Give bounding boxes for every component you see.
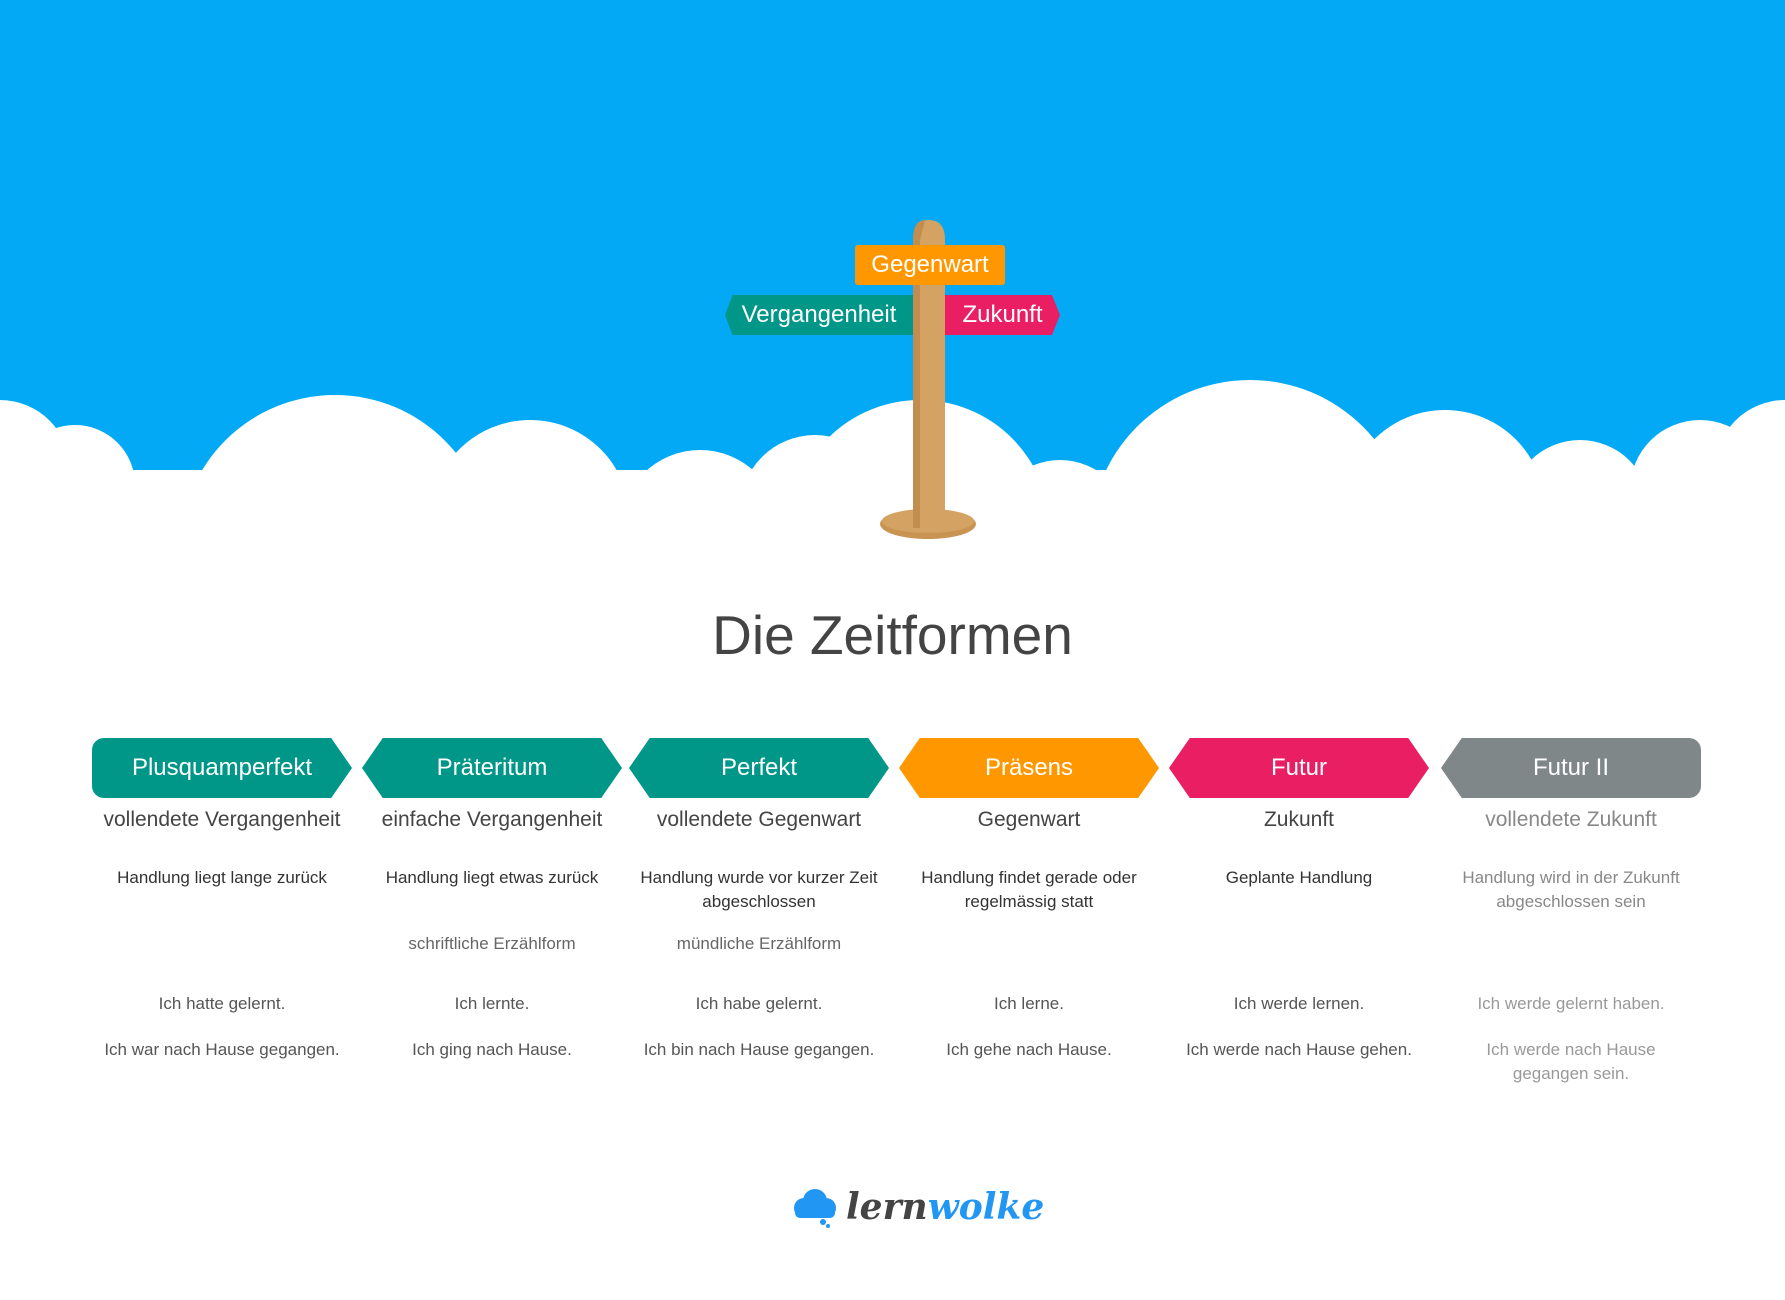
tense-subtitle: vollendete Vergangenheit xyxy=(103,808,341,831)
tense-tab-4: Präsens xyxy=(899,738,1159,798)
tense-example1: Ich werde gelernt haben. xyxy=(1477,994,1665,1013)
tense-description: Handlung findet gerade oder regelmässig … xyxy=(921,868,1137,911)
tense-description: Handlung liegt etwas zurück xyxy=(385,868,599,887)
tense-form: mündliche Erzählform xyxy=(676,934,842,953)
tense-description: Handlung wurde vor kurzer Zeit abgeschlo… xyxy=(640,868,878,911)
tense-tab-3: Perfekt xyxy=(629,738,889,798)
tense-example2: Ich gehe nach Hause. xyxy=(946,1040,1112,1059)
page-title: Die Zeitformen xyxy=(712,604,1073,666)
sky-with-clouds xyxy=(0,0,1785,560)
tense-example1: Ich habe gelernt. xyxy=(695,994,823,1013)
tense-subtitle: einfache Vergangenheit xyxy=(381,808,603,831)
sign-present: Gegenwart xyxy=(855,245,1005,285)
tense-form: schriftliche Erzählform xyxy=(408,934,576,953)
tense-example2: Ich bin nach Hause gegangen. xyxy=(643,1040,875,1059)
tense-subtitle: Gegenwart xyxy=(977,808,1081,831)
tense-description: Handlung wird in der Zukunft abgeschloss… xyxy=(1462,868,1680,911)
tense-subtitle: Zukunft xyxy=(1263,808,1335,831)
logo-part2: wolke xyxy=(927,1186,1045,1228)
lernwolke-logo: lernwolke xyxy=(790,1186,1044,1228)
tense-example2: Ich ging nach Hause. xyxy=(412,1040,572,1059)
signpost-icon xyxy=(880,220,976,539)
tense-description: Geplante Handlung xyxy=(1225,868,1373,887)
tense-example1: Ich lerne. xyxy=(994,994,1064,1013)
sign-past: Vergangenheit xyxy=(725,295,913,335)
sign-future: Zukunft xyxy=(945,295,1060,335)
tense-example1: Ich werde lernen. xyxy=(1233,994,1365,1013)
tense-description: Handlung liegt lange zurück xyxy=(117,868,327,887)
tense-example2: Ich war nach Hause gegangen. xyxy=(104,1040,340,1059)
cloud-logo-icon xyxy=(794,1189,836,1228)
tense-example2: Ich werde nach Hause gehen. xyxy=(1186,1040,1412,1059)
tense-tab-5: Futur xyxy=(1169,738,1429,798)
tense-tab-1: Plusquamperfekt xyxy=(92,738,352,798)
tense-example2: Ich werde nach Hause gegangen sein. xyxy=(1486,1040,1656,1083)
tense-tab-2: Präteritum xyxy=(362,738,622,798)
tense-tab-6: Futur II xyxy=(1441,738,1701,798)
tense-example1: Ich hatte gelernt. xyxy=(158,994,286,1013)
tense-subtitle: vollendete Gegenwart xyxy=(656,808,862,831)
tense-subtitle: vollendete Zukunft xyxy=(1485,808,1657,831)
tense-example1: Ich lernte. xyxy=(454,994,530,1013)
logo-part1: lern xyxy=(846,1186,928,1228)
